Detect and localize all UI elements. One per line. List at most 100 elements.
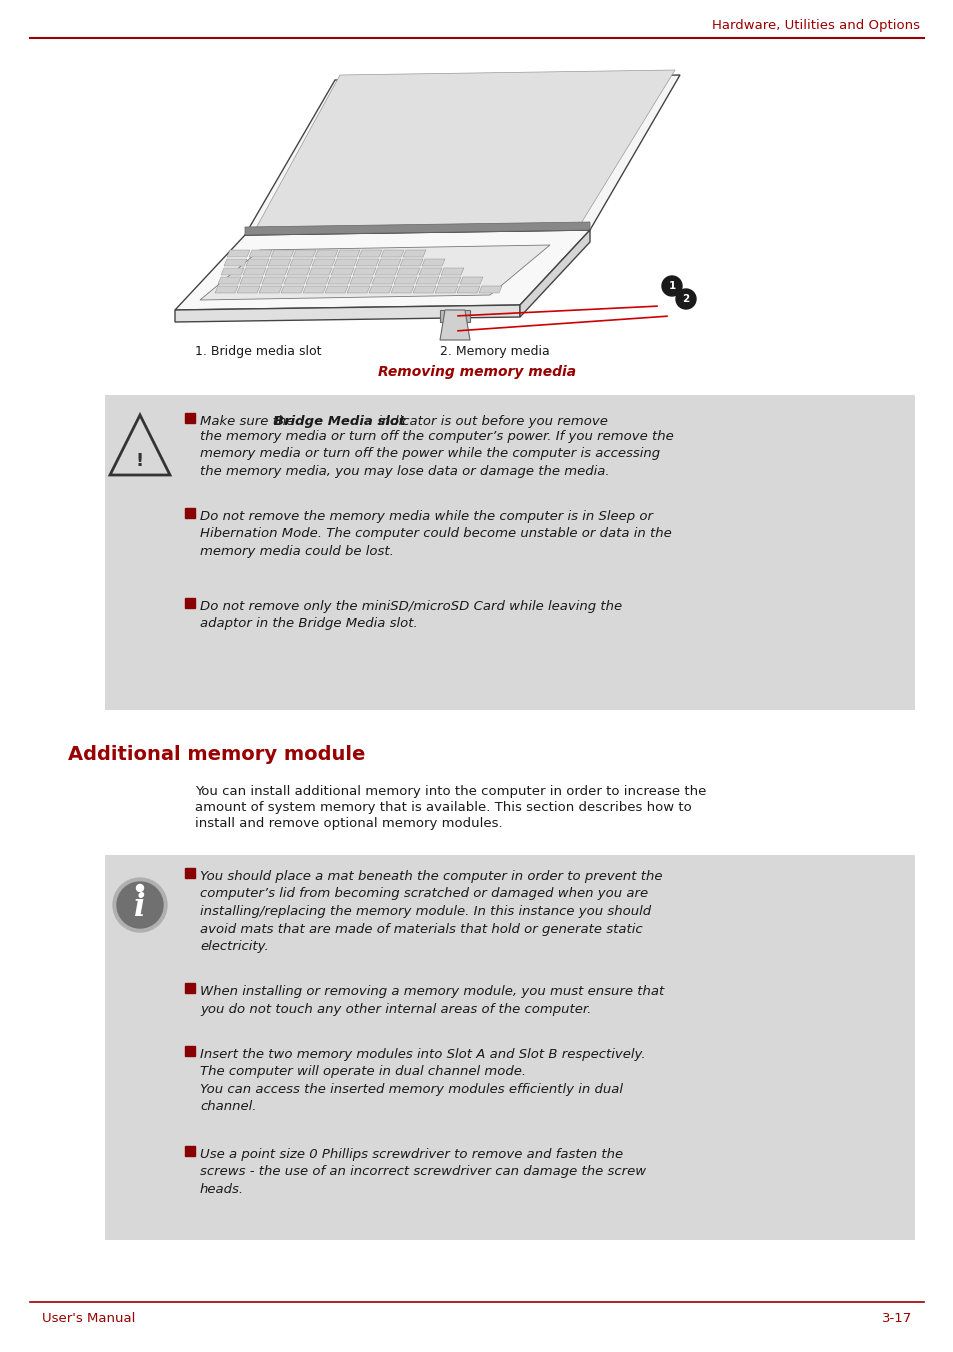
Text: Insert the two memory modules into Slot A and Slot B respectively.
The computer : Insert the two memory modules into Slot … [200,1048,645,1114]
Polygon shape [519,230,589,316]
Polygon shape [372,277,395,284]
Text: amount of system memory that is available. This section describes how to: amount of system memory that is availabl… [194,800,691,814]
Text: 2: 2 [681,293,689,304]
Polygon shape [249,250,272,257]
Circle shape [676,289,696,310]
Polygon shape [245,74,679,235]
Polygon shape [268,260,291,266]
Polygon shape [314,250,337,257]
Polygon shape [347,287,370,293]
Bar [105,395,914,710]
Text: When installing or removing a memory module, you must ensure that
you do not tou: When installing or removing a memory mod… [200,986,663,1015]
Text: You can install additional memory into the computer in order to increase the: You can install additional memory into t… [194,786,705,798]
Text: 3-17: 3-17 [881,1311,911,1325]
Bar [185,598,194,608]
Text: 1: 1 [668,281,675,291]
Polygon shape [287,268,310,274]
Bar [185,1046,194,1056]
Bar [185,868,194,877]
Polygon shape [265,268,288,274]
Bar [105,854,914,1240]
Polygon shape [439,310,470,339]
Text: i: i [134,892,146,923]
Text: the memory media or turn off the computer’s power. If you remove the
memory medi: the memory media or turn off the compute… [200,430,673,479]
Text: Do not remove only the miniSD/microSD Card while leaving the
adaptor in the Brid: Do not remove only the miniSD/microSD Ca… [200,600,621,630]
Text: !: ! [135,452,144,470]
Polygon shape [271,250,294,257]
Polygon shape [418,268,441,274]
Polygon shape [399,260,422,266]
Polygon shape [334,260,356,266]
Polygon shape [254,70,675,230]
Polygon shape [200,245,550,300]
Circle shape [112,877,167,932]
Polygon shape [350,277,373,284]
Polygon shape [355,260,378,266]
Text: install and remove optional memory modules.: install and remove optional memory modul… [194,817,502,830]
Circle shape [117,882,163,927]
Polygon shape [336,250,359,257]
Polygon shape [331,268,354,274]
Text: 1. Bridge media slot: 1. Bridge media slot [194,345,321,358]
Polygon shape [293,250,315,257]
Polygon shape [221,268,244,274]
Polygon shape [440,268,463,274]
Polygon shape [258,287,282,293]
Polygon shape [435,287,457,293]
Polygon shape [306,277,329,284]
Polygon shape [358,250,381,257]
Polygon shape [421,260,444,266]
Polygon shape [377,260,400,266]
Bar [439,310,470,322]
Text: Hardware, Utilities and Options: Hardware, Utilities and Options [711,19,919,31]
Polygon shape [312,260,335,266]
Bar [185,412,194,423]
Polygon shape [281,287,304,293]
Text: Removing memory media: Removing memory media [377,365,576,379]
Polygon shape [236,287,260,293]
Polygon shape [227,250,250,257]
Polygon shape [402,250,426,257]
Polygon shape [375,268,397,274]
Polygon shape [369,287,392,293]
Polygon shape [214,287,237,293]
Polygon shape [243,268,266,274]
Text: Do not remove the memory media while the computer is in Sleep or
Hibernation Mod: Do not remove the memory media while the… [200,510,671,558]
Polygon shape [284,277,307,284]
Polygon shape [478,287,501,293]
Polygon shape [380,250,403,257]
Text: 2. Memory media: 2. Memory media [439,345,549,358]
Polygon shape [174,230,589,310]
Polygon shape [391,287,414,293]
Text: Additional memory module: Additional memory module [68,745,365,764]
Text: Make sure the: Make sure the [200,415,298,429]
Polygon shape [174,306,519,322]
Polygon shape [416,277,438,284]
Polygon shape [396,268,419,274]
Polygon shape [325,287,348,293]
Polygon shape [303,287,326,293]
Polygon shape [328,277,351,284]
Polygon shape [459,277,482,284]
Polygon shape [262,277,285,284]
Polygon shape [309,268,332,274]
Polygon shape [394,277,416,284]
Polygon shape [218,277,241,284]
Bar [185,983,194,992]
Polygon shape [224,260,247,266]
Polygon shape [246,260,269,266]
Text: You should place a mat beneath the computer in order to prevent the
computer’s l: You should place a mat beneath the compu… [200,869,661,953]
Bar [185,1146,194,1156]
Polygon shape [245,222,589,235]
Bar [185,508,194,518]
Circle shape [136,884,143,891]
Polygon shape [240,277,263,284]
Text: indicator is out before you remove: indicator is out before you remove [374,415,607,429]
Text: User's Manual: User's Manual [42,1311,135,1325]
Text: Bridge Media slot: Bridge Media slot [274,415,405,429]
Circle shape [661,276,681,296]
Polygon shape [413,287,436,293]
Polygon shape [353,268,375,274]
Polygon shape [456,287,479,293]
Polygon shape [290,260,313,266]
